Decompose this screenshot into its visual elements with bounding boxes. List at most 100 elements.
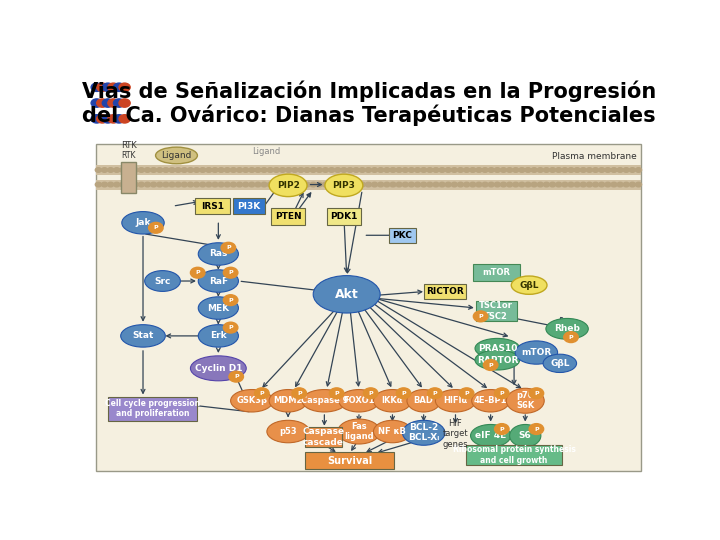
Text: TSC1or
TSC2: TSC1or TSC2 bbox=[480, 301, 513, 321]
Circle shape bbox=[119, 83, 130, 91]
FancyBboxPatch shape bbox=[90, 65, 648, 141]
Circle shape bbox=[408, 168, 415, 172]
Text: Survival: Survival bbox=[327, 456, 372, 465]
Text: RTK: RTK bbox=[121, 141, 136, 150]
Circle shape bbox=[500, 168, 507, 172]
Circle shape bbox=[229, 371, 243, 382]
Text: BAD: BAD bbox=[414, 396, 433, 405]
Text: Fas
ligand: Fas ligand bbox=[344, 422, 374, 441]
FancyBboxPatch shape bbox=[195, 198, 230, 214]
Circle shape bbox=[279, 168, 286, 172]
Circle shape bbox=[372, 183, 378, 187]
Ellipse shape bbox=[190, 356, 246, 381]
Text: mTOR: mTOR bbox=[482, 268, 510, 277]
Circle shape bbox=[396, 168, 402, 172]
Circle shape bbox=[457, 183, 464, 187]
FancyBboxPatch shape bbox=[305, 427, 342, 447]
Circle shape bbox=[488, 183, 494, 187]
FancyBboxPatch shape bbox=[327, 208, 361, 225]
Circle shape bbox=[364, 388, 378, 399]
Text: Akt: Akt bbox=[335, 288, 359, 301]
Text: RaF: RaF bbox=[209, 276, 228, 286]
Text: P: P bbox=[534, 427, 539, 431]
Circle shape bbox=[255, 168, 261, 172]
Ellipse shape bbox=[506, 388, 544, 413]
Text: RAPTOR: RAPTOR bbox=[477, 355, 518, 364]
Text: P: P bbox=[228, 298, 233, 302]
Circle shape bbox=[365, 183, 372, 187]
Circle shape bbox=[580, 183, 586, 187]
Text: PKC: PKC bbox=[392, 231, 413, 240]
Circle shape bbox=[353, 183, 359, 187]
Text: del Ca. Ovárico: Dianas Terapéuticas Potenciales: del Ca. Ovárico: Dianas Terapéuticas Pot… bbox=[82, 105, 656, 126]
Circle shape bbox=[629, 168, 636, 172]
Circle shape bbox=[427, 168, 433, 172]
Circle shape bbox=[549, 168, 556, 172]
FancyBboxPatch shape bbox=[271, 208, 305, 225]
Circle shape bbox=[402, 168, 408, 172]
Circle shape bbox=[126, 183, 132, 187]
Ellipse shape bbox=[338, 419, 380, 444]
Ellipse shape bbox=[156, 147, 197, 164]
Circle shape bbox=[96, 99, 108, 107]
Circle shape bbox=[114, 183, 120, 187]
FancyBboxPatch shape bbox=[233, 198, 265, 214]
Circle shape bbox=[114, 114, 125, 123]
Circle shape bbox=[439, 168, 445, 172]
Text: P: P bbox=[297, 391, 302, 396]
Circle shape bbox=[191, 267, 205, 278]
Text: P: P bbox=[488, 362, 493, 368]
Circle shape bbox=[568, 183, 574, 187]
Text: PRAS10: PRAS10 bbox=[477, 344, 517, 353]
Circle shape bbox=[145, 168, 150, 172]
Ellipse shape bbox=[122, 212, 164, 234]
Circle shape bbox=[163, 183, 169, 187]
Circle shape bbox=[261, 183, 267, 187]
Text: 4E-BP1: 4E-BP1 bbox=[474, 396, 508, 405]
Ellipse shape bbox=[339, 389, 379, 412]
Text: Src: Src bbox=[154, 276, 171, 286]
Text: FOXO1: FOXO1 bbox=[343, 396, 374, 405]
Circle shape bbox=[328, 168, 335, 172]
Circle shape bbox=[286, 168, 292, 172]
Circle shape bbox=[96, 114, 108, 123]
Circle shape bbox=[102, 183, 107, 187]
Circle shape bbox=[274, 168, 279, 172]
Circle shape bbox=[107, 183, 114, 187]
Circle shape bbox=[194, 168, 199, 172]
Circle shape bbox=[310, 183, 316, 187]
Circle shape bbox=[519, 168, 525, 172]
Text: P: P bbox=[334, 391, 339, 396]
Circle shape bbox=[525, 168, 531, 172]
Circle shape bbox=[495, 424, 509, 435]
Circle shape bbox=[500, 183, 507, 187]
Ellipse shape bbox=[511, 276, 547, 294]
Circle shape bbox=[187, 183, 194, 187]
Circle shape bbox=[267, 168, 274, 172]
Circle shape bbox=[341, 168, 347, 172]
Circle shape bbox=[157, 183, 163, 187]
Circle shape bbox=[335, 183, 341, 187]
Circle shape bbox=[292, 388, 307, 399]
Circle shape bbox=[224, 168, 230, 172]
Circle shape bbox=[378, 168, 384, 172]
Text: P: P bbox=[569, 335, 573, 340]
Circle shape bbox=[605, 183, 611, 187]
Circle shape bbox=[329, 388, 344, 399]
Text: PTEN: PTEN bbox=[275, 212, 302, 221]
Circle shape bbox=[415, 168, 420, 172]
Ellipse shape bbox=[543, 354, 577, 373]
Circle shape bbox=[464, 183, 469, 187]
Text: P: P bbox=[500, 427, 504, 431]
Circle shape bbox=[91, 99, 102, 107]
Text: P: P bbox=[228, 270, 233, 275]
FancyBboxPatch shape bbox=[305, 453, 395, 469]
Ellipse shape bbox=[302, 389, 347, 412]
Circle shape bbox=[445, 183, 451, 187]
Circle shape bbox=[243, 168, 248, 172]
Circle shape bbox=[439, 183, 445, 187]
FancyBboxPatch shape bbox=[121, 162, 136, 193]
Text: Cell cycle progression
and proliferation: Cell cycle progression and proliferation bbox=[105, 399, 200, 418]
Circle shape bbox=[433, 168, 439, 172]
Circle shape bbox=[598, 168, 605, 172]
